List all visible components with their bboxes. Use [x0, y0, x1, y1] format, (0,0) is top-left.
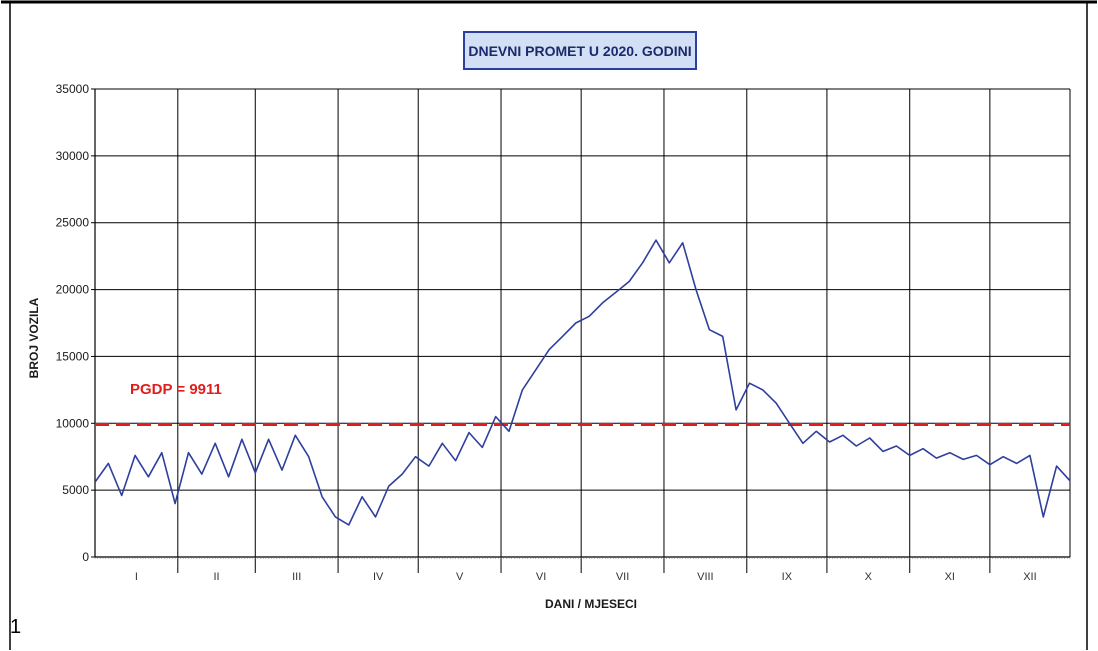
- y-tick-label: 30000: [56, 149, 90, 163]
- y-tick-label: 10000: [56, 416, 90, 430]
- y-tick-label: 35000: [56, 82, 90, 96]
- y-tick-label: 25000: [56, 216, 90, 230]
- month-label: XI: [945, 571, 955, 583]
- month-label: IX: [782, 571, 793, 583]
- reference-line-group: PGDP = 9911: [95, 381, 1070, 426]
- reference-line-label: PGDP = 9911: [130, 381, 222, 398]
- month-label: XII: [1023, 571, 1036, 583]
- month-label: VIII: [697, 571, 714, 583]
- month-labels: I II III IV V VI VII VIII IX X XI XII: [135, 571, 1037, 583]
- title-box-background: [463, 31, 697, 70]
- page-number: 1: [10, 616, 22, 638]
- y-axis-title: BROJ VOZILA: [27, 297, 41, 378]
- month-label: II: [213, 571, 219, 583]
- chart-title: DNEVNI PROMET U 2020. GODINI: [468, 43, 691, 59]
- month-label: X: [865, 571, 873, 583]
- month-label: VI: [536, 571, 546, 583]
- month-label: VII: [616, 571, 629, 583]
- x-axis-title: DANI / MJESECI: [545, 597, 637, 611]
- month-label: V: [456, 571, 464, 583]
- month-label: III: [292, 571, 301, 583]
- grid: [91, 88, 1071, 573]
- y-tick-label: 0: [82, 550, 89, 564]
- series-line: [94, 239, 1071, 526]
- month-label: IV: [373, 571, 384, 583]
- y-tick-labels: 0 5000 10000 15000 20000 25000 30000 35000: [56, 82, 90, 564]
- y-tick-label: 20000: [56, 283, 90, 297]
- y-tick-label: 15000: [56, 349, 90, 363]
- month-label: I: [135, 571, 138, 583]
- y-tick-label: 5000: [62, 483, 89, 497]
- series-layer: [94, 239, 1071, 526]
- chart-title-box: DNEVNI PROMET U 2020. GODINI: [463, 31, 697, 70]
